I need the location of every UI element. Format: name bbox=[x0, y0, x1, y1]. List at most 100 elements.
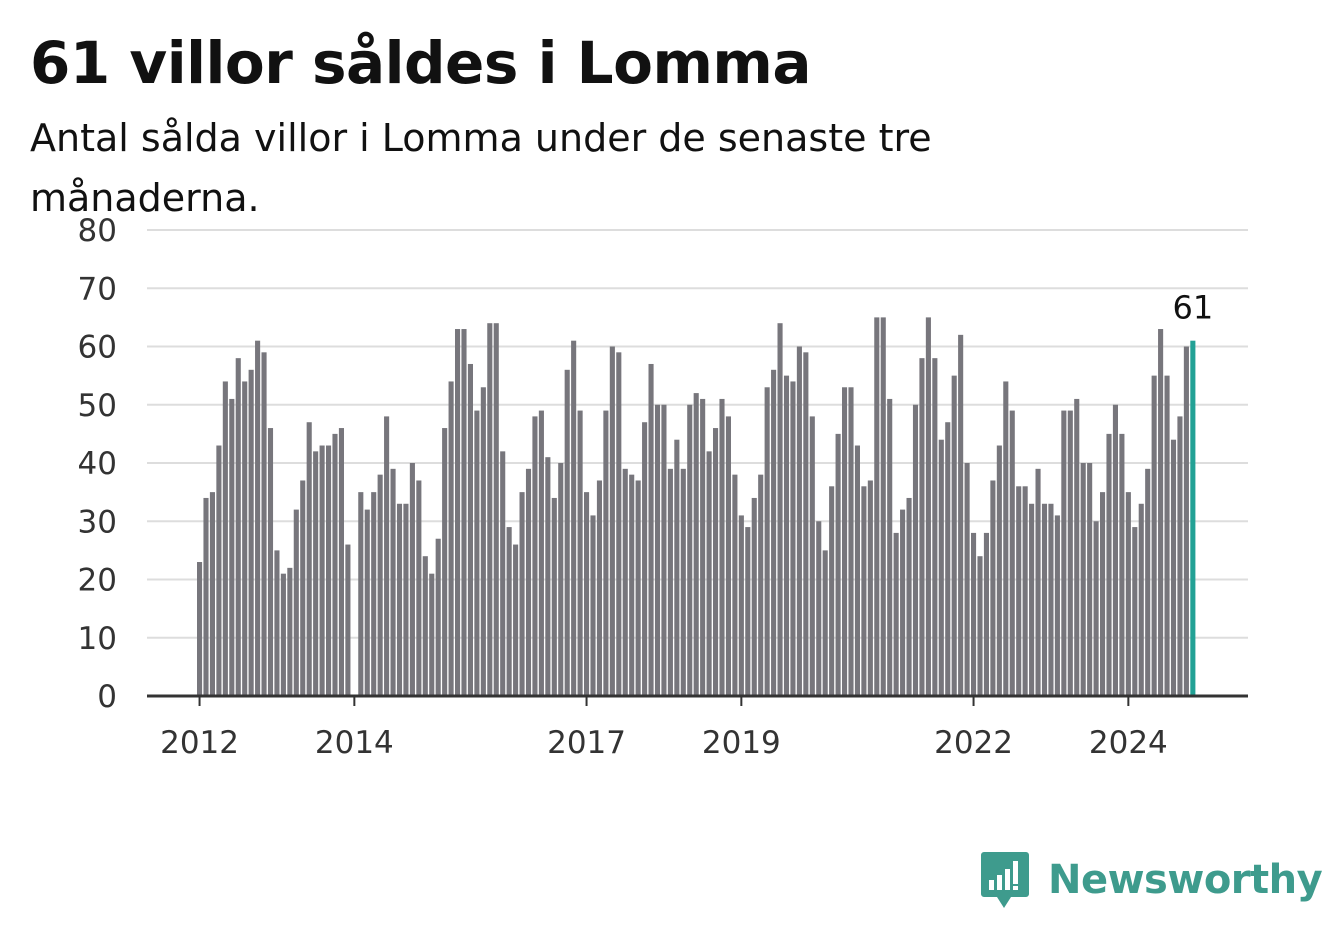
x-tick-label: 2024 bbox=[1089, 725, 1168, 761]
bar bbox=[796, 346, 802, 696]
bar bbox=[267, 428, 274, 696]
chart-title: 61 villor såldes i Lomma bbox=[30, 29, 812, 97]
bar bbox=[287, 567, 293, 696]
bar bbox=[1054, 515, 1060, 696]
bar bbox=[558, 463, 564, 696]
bar bbox=[713, 428, 719, 696]
bar bbox=[667, 468, 673, 696]
bar bbox=[758, 474, 764, 696]
bar bbox=[854, 445, 860, 696]
bar bbox=[809, 416, 815, 696]
bar bbox=[396, 503, 403, 696]
bar bbox=[435, 538, 441, 696]
bar bbox=[197, 562, 203, 696]
bar bbox=[261, 352, 267, 696]
x-tick-label: 2017 bbox=[547, 725, 626, 761]
bar bbox=[487, 323, 493, 696]
bar bbox=[951, 375, 957, 697]
bar bbox=[867, 480, 873, 696]
bar bbox=[983, 532, 989, 696]
chart-labels: 0 10 20 30 40 50 60 70 80 2012 2014 2017 2019 2022 202… bbox=[78, 213, 1248, 761]
y-tick-label: 0 bbox=[97, 679, 117, 715]
bar bbox=[603, 410, 609, 696]
bar bbox=[1061, 410, 1067, 696]
bar bbox=[203, 497, 209, 696]
bar bbox=[1164, 375, 1170, 697]
bar bbox=[771, 369, 777, 696]
bar bbox=[1100, 492, 1106, 697]
bar bbox=[467, 363, 473, 696]
bar bbox=[848, 387, 854, 696]
bar bbox=[732, 474, 738, 696]
bar bbox=[990, 480, 996, 696]
brand-logo: Newsworthy bbox=[980, 850, 1322, 910]
bar bbox=[255, 340, 261, 696]
bar bbox=[1029, 503, 1035, 696]
bar bbox=[958, 334, 964, 696]
bar bbox=[842, 387, 848, 696]
bar bbox=[919, 358, 925, 696]
bar bbox=[661, 404, 667, 696]
x-tick-label: 2014 bbox=[315, 725, 394, 761]
bar bbox=[996, 445, 1002, 696]
bar bbox=[506, 527, 512, 696]
bar bbox=[545, 457, 551, 696]
bar bbox=[1003, 381, 1009, 696]
bar bbox=[293, 509, 299, 696]
bar bbox=[1106, 433, 1112, 697]
bar bbox=[738, 515, 744, 696]
bar bbox=[777, 323, 783, 696]
bar bbox=[1022, 486, 1028, 696]
y-tick-label: 50 bbox=[78, 388, 117, 424]
bar bbox=[816, 521, 822, 696]
bar bbox=[822, 550, 828, 697]
bar bbox=[480, 387, 486, 696]
bar bbox=[326, 445, 332, 696]
bar bbox=[538, 410, 544, 696]
bar bbox=[622, 468, 628, 696]
bar bbox=[790, 381, 796, 696]
bar bbox=[216, 445, 222, 696]
bar bbox=[635, 480, 641, 696]
bar bbox=[1048, 503, 1054, 696]
y-tick-label: 40 bbox=[78, 446, 117, 482]
bar bbox=[590, 515, 596, 696]
bar bbox=[306, 422, 312, 696]
bar bbox=[1132, 527, 1138, 696]
bar bbox=[925, 317, 931, 697]
y-tick-label: 10 bbox=[78, 621, 117, 657]
bar bbox=[874, 317, 880, 697]
y-tick-label: 20 bbox=[78, 563, 117, 599]
bar bbox=[577, 410, 583, 696]
bar bbox=[1145, 468, 1151, 696]
bar bbox=[861, 486, 867, 696]
bar bbox=[390, 468, 396, 696]
y-tick-label: 30 bbox=[78, 504, 117, 540]
bar bbox=[706, 451, 712, 696]
bar bbox=[564, 369, 570, 696]
x-tick-label: 2012 bbox=[160, 725, 239, 761]
y-tick-label: 80 bbox=[78, 213, 117, 249]
bar bbox=[945, 422, 951, 696]
bar bbox=[1125, 492, 1131, 697]
bar bbox=[1080, 463, 1086, 696]
y-tick-label: 70 bbox=[78, 271, 117, 307]
x-tick-label: 2022 bbox=[934, 725, 1013, 761]
bar bbox=[693, 393, 699, 696]
bar bbox=[274, 550, 280, 697]
bar bbox=[764, 387, 770, 696]
bar bbox=[906, 497, 912, 696]
bar bbox=[938, 439, 944, 696]
bar bbox=[1087, 463, 1093, 696]
bar bbox=[248, 369, 254, 696]
newsworthy-logo-icon bbox=[981, 852, 1029, 908]
bar bbox=[1183, 346, 1189, 696]
bar bbox=[551, 497, 557, 696]
bar bbox=[893, 532, 899, 696]
bar bbox=[371, 492, 377, 697]
bar bbox=[474, 410, 480, 696]
bar bbox=[422, 556, 428, 696]
bar bbox=[358, 492, 364, 697]
bar bbox=[532, 416, 538, 696]
